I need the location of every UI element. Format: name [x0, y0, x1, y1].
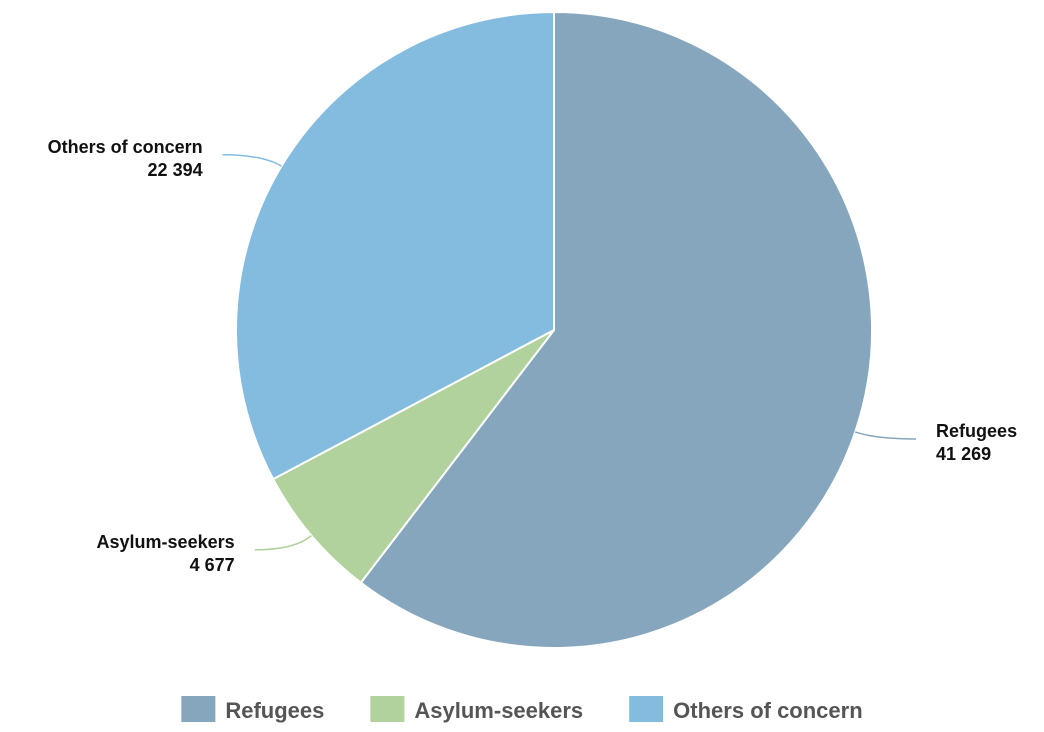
pie-slice-others-of-concern — [235, 11, 555, 481]
legend-swatch-asylum-seekers — [370, 696, 405, 722]
leader-line-refugees — [854, 431, 917, 440]
slice-label-asylum-seekers: Asylum-seekers — [97, 532, 235, 552]
legend-label-others-of-concern: Others of concern — [673, 698, 862, 723]
leader-line-asylum-seekers — [254, 535, 312, 551]
legend-item-asylum-seekers: Asylum-seekers — [370, 696, 583, 723]
legend-item-others-of-concern: Others of concern — [629, 696, 863, 723]
leader-lines-layer — [222, 154, 917, 551]
legend-items: Refugees Asylum-seekers Others of concern — [181, 696, 863, 723]
slice-labels-layer: Refugees 41 269 Asylum-seekers 4 677 Others … — [48, 137, 1018, 575]
slice-value-asylum-seekers: 4 677 — [190, 555, 235, 575]
slices-layer — [235, 11, 873, 649]
leader-line-others-of-concern — [222, 154, 282, 167]
slice-label-others-of-concern: Others of concern — [48, 137, 203, 157]
legend-swatch-refugees — [181, 696, 216, 722]
legend-label-asylum-seekers: Asylum-seekers — [414, 698, 583, 723]
slice-label-refugees: Refugees — [936, 421, 1017, 441]
legend-swatch-others-of-concern — [629, 696, 664, 722]
slice-value-others-of-concern: 22 394 — [148, 160, 203, 180]
legend: Refugees Asylum-seekers Others of concern — [181, 696, 863, 723]
legend-label-refugees: Refugees — [225, 698, 324, 723]
legend-item-refugees: Refugees — [181, 696, 324, 723]
pie-slice-asylum-seekers — [272, 329, 555, 584]
slice-value-refugees: 41 269 — [936, 444, 991, 464]
